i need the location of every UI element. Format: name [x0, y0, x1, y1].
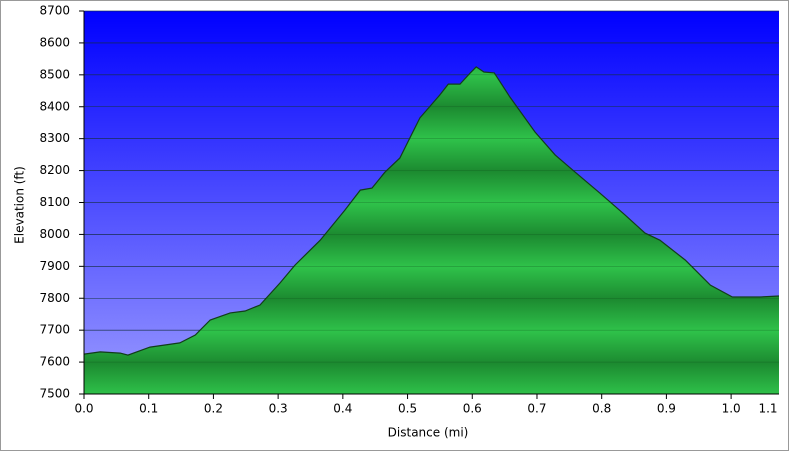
- y-axis-label: Elevation (ft): [13, 166, 27, 244]
- y-tick-label: 7500: [39, 387, 70, 401]
- x-tick-label: 0.9: [657, 402, 676, 416]
- x-tick-label: 0.2: [204, 402, 223, 416]
- y-tick-label: 8400: [39, 99, 70, 113]
- y-tick-label: 8000: [39, 227, 70, 241]
- area-outline: [83, 66, 780, 356]
- y-tick-label: 7800: [39, 291, 70, 305]
- y-tick-label: 8500: [39, 67, 70, 81]
- y-tick-label: 8200: [39, 163, 70, 177]
- y-tick-label: 7900: [39, 259, 70, 273]
- y-tick-label: 8100: [39, 195, 70, 209]
- y-tick-label: 8300: [39, 131, 70, 145]
- x-tick-label: 1.0: [722, 402, 741, 416]
- x-tick-label: 0.5: [398, 402, 417, 416]
- x-tick-label: 0.8: [592, 402, 611, 416]
- x-tick-label: 0.1: [139, 402, 158, 416]
- x-axis-label: Distance (mi): [388, 426, 469, 440]
- x-tick-label: 0.4: [333, 402, 352, 416]
- y-tick-label: 8700: [39, 4, 70, 18]
- area: [84, 66, 779, 395]
- y-tick-label: 7700: [39, 323, 70, 337]
- y-tick-label: 7600: [39, 355, 70, 369]
- x-tick-label: 0.0: [74, 402, 93, 416]
- x-tick-label: 0.7: [527, 402, 546, 416]
- x-tick-label: 0.3: [269, 402, 288, 416]
- y-tick-label: 8600: [39, 35, 70, 49]
- x-tick-label: 0.6: [463, 402, 482, 416]
- x-tick-label: 1.1: [758, 402, 777, 416]
